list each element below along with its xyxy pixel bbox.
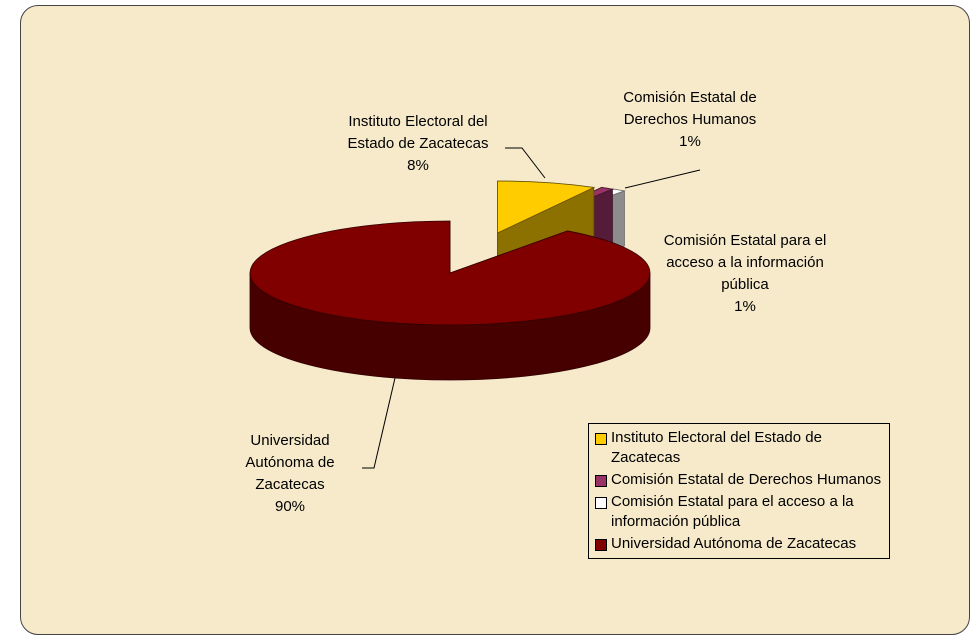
legend-label: Instituto Electoral del Estado de Zacate… <box>611 429 822 466</box>
data-label: Universidad Autónoma de Zacatecas 90% <box>230 430 350 518</box>
leader-line <box>362 377 396 469</box>
legend-entry: Comisión Estatal para el acceso a la inf… <box>595 492 883 532</box>
legend-label: Comisión Estatal de Derechos Humanos <box>611 471 882 488</box>
legend-entry: Instituto Electoral del Estado de Zacate… <box>595 428 883 468</box>
data-label-value: 1% <box>734 298 756 315</box>
data-label-name: Comisión Estatal para el acceso a la inf… <box>663 232 827 293</box>
slice <box>497 180 596 234</box>
legend-swatch <box>595 475 607 487</box>
data-label: Comisión Estatal para el acceso a la inf… <box>655 230 835 318</box>
slice <box>249 220 651 326</box>
legend-label: Universidad Autónoma de Zacatecas <box>611 535 857 552</box>
data-label-value: 1% <box>679 133 701 150</box>
data-label-name: Universidad Autónoma de Zacatecas <box>245 432 335 493</box>
legend-swatch <box>595 433 607 445</box>
data-label: Instituto Electoral del Estado de Zacate… <box>328 111 508 177</box>
data-label-value: 90% <box>274 498 306 515</box>
leader-line <box>505 147 546 179</box>
legend: Instituto Electoral del Estado de Zacate… <box>588 423 890 559</box>
legend-entry: Universidad Autónoma de Zacatecas <box>595 534 883 554</box>
leader-line <box>624 169 701 189</box>
data-label: Comisión Estatal de Derechos Humanos 1% <box>600 87 780 153</box>
legend-label: Comisión Estatal para el acceso a la inf… <box>611 493 854 530</box>
legend-swatch <box>595 497 607 509</box>
legend-entry: Comisión Estatal de Derechos Humanos <box>595 470 883 490</box>
data-label-value: 8% <box>407 157 429 174</box>
data-label-name: Instituto Electoral del Estado de Zacate… <box>347 113 489 152</box>
legend-swatch <box>595 539 607 551</box>
data-label-name: Comisión Estatal de Derechos Humanos <box>623 89 757 128</box>
